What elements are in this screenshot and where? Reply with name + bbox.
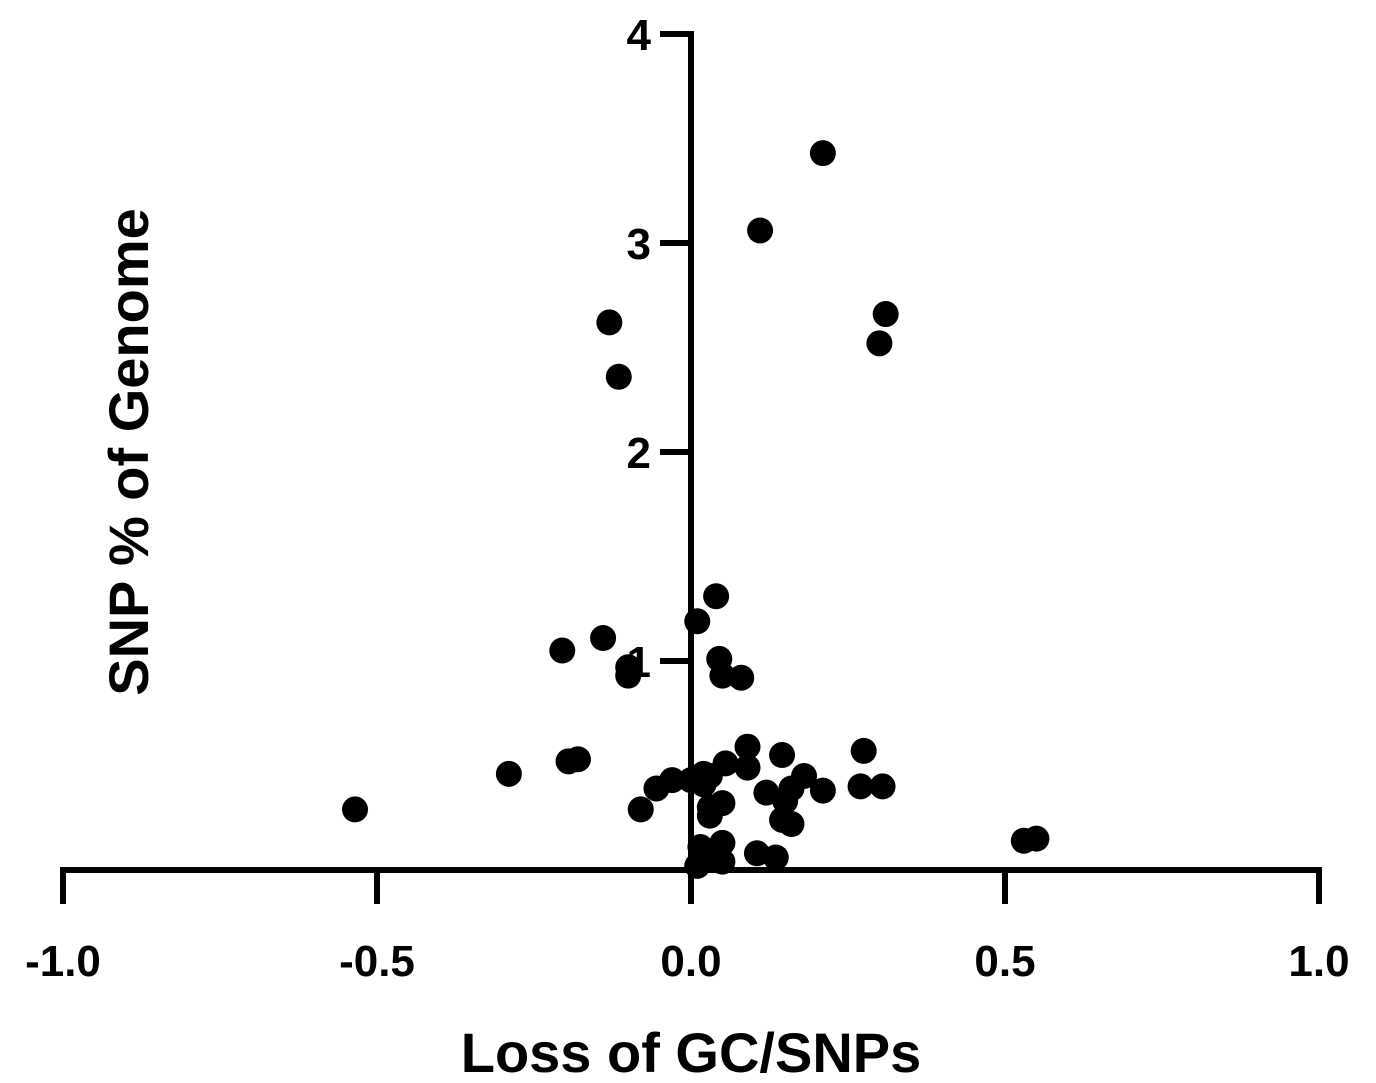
data-point <box>696 802 723 829</box>
data-point <box>596 309 623 336</box>
x-tick-label: 1.0 <box>1288 937 1349 986</box>
data-point <box>872 301 899 328</box>
x-tick-label: 0.0 <box>660 937 721 986</box>
x-tick-label: -1.0 <box>25 937 101 986</box>
data-point <box>709 662 736 689</box>
axes: -1.0-0.50.00.51.01234 <box>25 11 1350 986</box>
data-point <box>734 733 761 760</box>
data-point <box>809 777 836 804</box>
data-point <box>590 625 617 652</box>
y-axis-title: SNP % of Genome <box>97 208 160 696</box>
data-point <box>762 844 789 871</box>
data-point <box>728 664 755 691</box>
data-point <box>809 140 836 167</box>
data-point <box>684 852 711 879</box>
y-tick-label: 2 <box>627 429 651 478</box>
data-point <box>709 848 736 875</box>
y-tick-label: 3 <box>627 220 651 269</box>
data-point <box>342 796 369 823</box>
x-tick-label: 0.5 <box>974 937 1035 986</box>
data-point <box>605 363 632 390</box>
x-axis-title: Loss of GC/SNPs <box>461 1021 922 1078</box>
data-point <box>1023 825 1050 852</box>
data-point <box>734 754 761 781</box>
data-point <box>495 760 522 787</box>
data-point <box>684 608 711 635</box>
data-point <box>627 796 654 823</box>
data-point <box>690 771 717 798</box>
data-point <box>769 742 796 769</box>
y-tick-label: 4 <box>627 11 652 60</box>
data-point <box>564 746 591 773</box>
x-tick-label: -0.5 <box>339 937 415 986</box>
data-point <box>703 583 730 610</box>
data-point <box>866 330 893 357</box>
data-point <box>850 737 877 764</box>
data-point <box>643 775 670 802</box>
data-points <box>342 140 1050 879</box>
data-point <box>869 773 896 800</box>
data-point <box>549 637 576 664</box>
data-point <box>615 662 642 689</box>
data-point <box>747 217 774 244</box>
data-point <box>847 773 874 800</box>
data-point <box>778 811 805 838</box>
